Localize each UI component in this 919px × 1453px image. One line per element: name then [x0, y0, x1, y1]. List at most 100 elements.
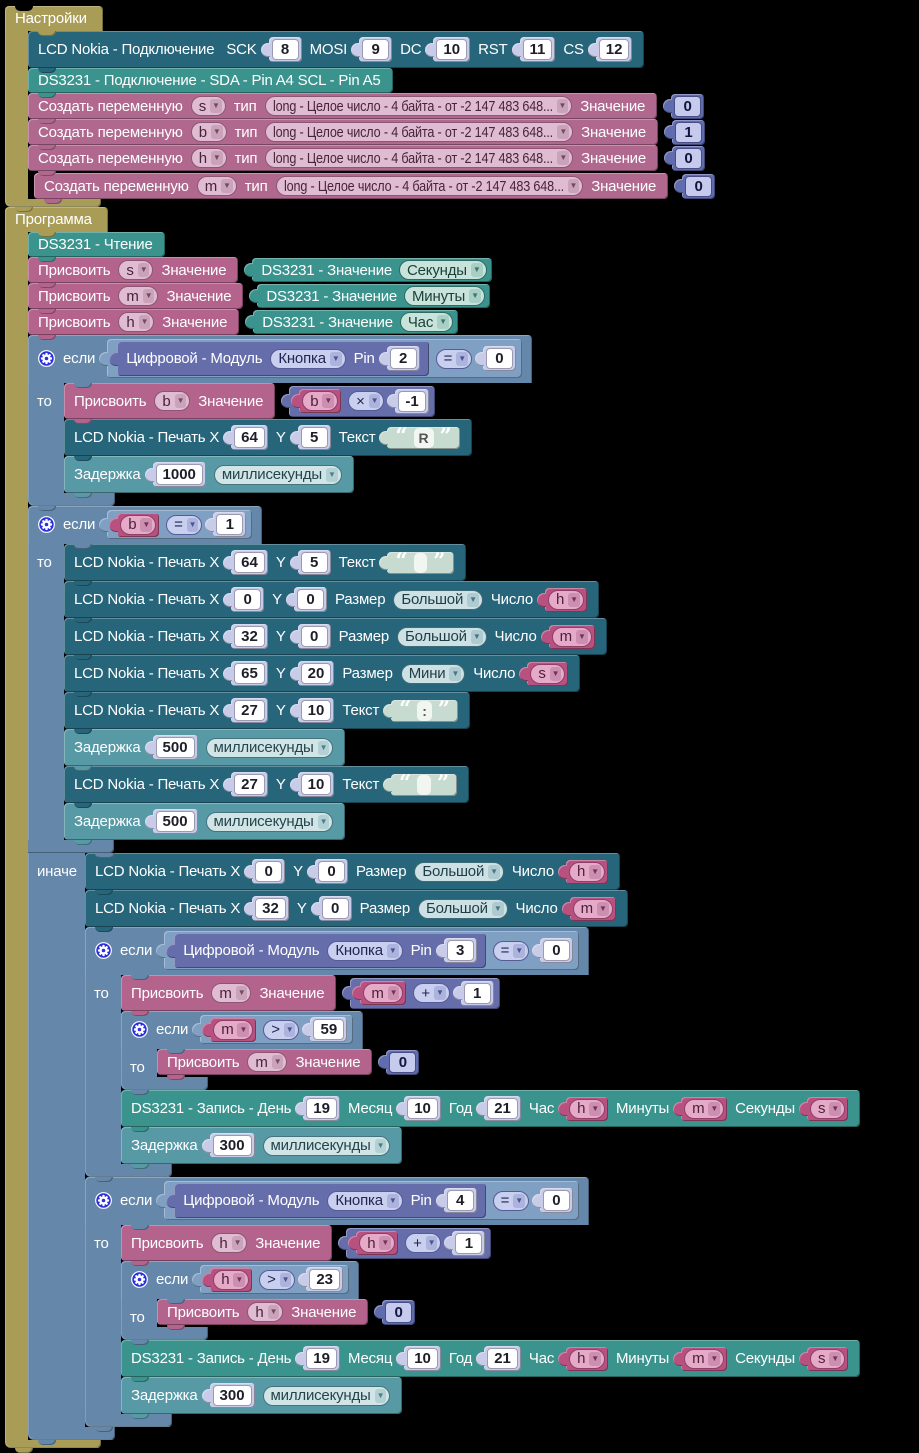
number-shadow-block[interactable]: 32	[223, 624, 268, 649]
field-dropdown[interactable]: b ▼	[190, 122, 227, 142]
string-block[interactable]: “ ”	[383, 772, 458, 796]
create-variable-block[interactable]: Создать переменную m ▼ тип long - Целое числ…	[34, 173, 716, 204]
field-dropdown[interactable]: h ▼	[211, 1233, 248, 1253]
number-block[interactable]: 0	[664, 145, 705, 171]
field-dropdown[interactable]: h ▼	[190, 148, 227, 168]
variable-dropdown[interactable]: h ▼	[569, 1348, 606, 1369]
variable-chip-block[interactable]: h ▼	[348, 1231, 399, 1255]
field-dropdown[interactable]: Большой ▼	[414, 861, 504, 882]
lcd-print-block[interactable]: LCD Nokia - Печать X 32 Y 0 Размер Большой ▼ Чи…	[64, 618, 607, 660]
number-shadow-block[interactable]: 1	[452, 980, 494, 1006]
number-field[interactable]: 0	[542, 1190, 570, 1211]
operator-dropdown[interactable]: > ▼	[263, 1019, 300, 1040]
number-field[interactable]: 0	[300, 626, 328, 647]
number-shadow-block[interactable]: 10	[289, 772, 335, 797]
field-dropdown[interactable]: b ▼	[154, 391, 191, 411]
number-shadow-block[interactable]: 10	[396, 1346, 441, 1371]
compare-block[interactable]: b ▼ = ▼ 1	[99, 510, 253, 539]
settings-wrapper-block[interactable]: Настройки LCD Nokia - Подключение SCK 8 MOS…	[5, 6, 716, 212]
number-field[interactable]: 19	[306, 1348, 337, 1369]
number-shadow-block[interactable]: 27	[223, 772, 268, 797]
variable-dropdown[interactable]: s ▼	[530, 663, 566, 684]
lcd-print-block[interactable]: LCD Nokia - Печать X 0 Y 0 Размер Большой ▼ Чис…	[85, 853, 620, 895]
number-shadow-block[interactable]: 1000	[144, 462, 206, 487]
number-field[interactable]: 21	[487, 1348, 518, 1369]
variable-chip-block[interactable]: m ▼	[561, 896, 616, 921]
number-field[interactable]: 11	[522, 39, 553, 60]
variable-chip-block[interactable]: h ▼	[558, 1346, 609, 1371]
number-block[interactable]: 1	[664, 119, 705, 145]
delay-block[interactable]: Задержка 500 миллисекунды ▼	[64, 803, 346, 845]
block-body[interactable]: Присвоить h ▼ Значение	[121, 1225, 333, 1266]
lcd-print-block[interactable]: LCD Nokia - Печать X 64 Y 5 Текст “ ”	[64, 544, 466, 586]
variable-dropdown[interactable]: m ▼	[684, 1348, 725, 1369]
number-field[interactable]: 65	[234, 663, 265, 684]
number-field[interactable]: 10	[300, 700, 332, 721]
if-header[interactable]: если Цифровой - Модуль Кнопка ▼ Pin 3 = ▼ 0	[85, 927, 589, 975]
number-field[interactable]: 9	[362, 39, 390, 60]
if-button-pin4-block[interactable]: если Цифровой - Модуль Кнопка ▼ Pin 4 = ▼ 0 то При…	[85, 1177, 860, 1432]
number-shadow-block[interactable]: 20	[289, 661, 335, 686]
delay-block[interactable]: Задержка 300 миллисекунды ▼	[121, 1127, 403, 1169]
operator-dropdown[interactable]: + ▼	[413, 983, 450, 1003]
number-field[interactable]: 0	[685, 175, 713, 197]
math-operation-block[interactable]: b ▼ × ▼ -1	[281, 385, 435, 417]
if-h-over-23-block[interactable]: если h ▼ > ▼ 23 то Присвоить h ▼ Значение 0	[121, 1261, 416, 1345]
number-field[interactable]: 0	[321, 898, 349, 919]
number-field[interactable]: 10	[436, 39, 468, 60]
program-wrapper-block[interactable]: Программа DS3231 - Чтение Присвоить s ▼ Значе…	[5, 207, 860, 1453]
variable-dropdown[interactable]: s ▼	[809, 1348, 845, 1369]
number-shadow-block[interactable]: 65	[223, 661, 268, 686]
wrapper-header[interactable]: Программа	[5, 207, 108, 232]
compare-block[interactable]: h ▼ > ▼ 23	[192, 1265, 350, 1294]
number-shadow-block[interactable]: 300	[201, 1383, 255, 1408]
number-field[interactable]: 0	[255, 861, 283, 882]
number-field[interactable]: 0	[542, 940, 570, 961]
variable-chip-block[interactable]: m ▼	[540, 624, 595, 649]
if-button-pin3-block[interactable]: если Цифровой - Модуль Кнопка ▼ Pin 3 = ▼ 0 то При…	[85, 927, 860, 1182]
lcd-print-block[interactable]: LCD Nokia - Печать X 65 Y 20 Размер Мини ▼ Числ…	[64, 655, 581, 697]
variable-chip-block[interactable]: b ▼	[109, 512, 160, 537]
variable-chip-block[interactable]: m ▼	[673, 1096, 728, 1121]
field-dropdown[interactable]: s ▼	[118, 260, 154, 280]
assign-variable-block[interactable]: Присвоить s ▼ Значение DS3231 - Значение Секу…	[28, 257, 492, 288]
number-field[interactable]: 0	[675, 147, 702, 169]
number-shadow-block[interactable]: 32	[244, 896, 289, 921]
variable-dropdown[interactable]: h ▼	[569, 1098, 606, 1119]
number-shadow-block[interactable]: 500	[144, 735, 198, 760]
text-field[interactable]	[413, 552, 428, 573]
if-b-equals-1-block[interactable]: если b ▼ = ▼ 1 то LCD Nokia - Печать X 64 Y 5 Текст…	[28, 506, 860, 1445]
number-field[interactable]: 1	[455, 1232, 483, 1254]
number-block[interactable]: 0	[378, 1049, 420, 1075]
number-field[interactable]: 300	[212, 1385, 252, 1406]
number-shadow-block[interactable]: 12	[587, 37, 633, 62]
value-dropdown[interactable]: Секунды ▼	[399, 260, 487, 280]
field-dropdown[interactable]: m ▼	[196, 176, 237, 196]
number-shadow-block[interactable]: 0	[285, 587, 327, 612]
variable-chip-block[interactable]: s ▼	[798, 1096, 848, 1121]
number-field[interactable]: 300	[212, 1135, 252, 1156]
field-dropdown[interactable]: h ▼	[247, 1302, 284, 1322]
if-header[interactable]: если m ▼ > ▼ 59	[121, 1011, 364, 1049]
number-field[interactable]: 500	[155, 811, 195, 832]
variable-dropdown[interactable]: h ▼	[359, 1233, 396, 1253]
number-field[interactable]: 0	[485, 348, 513, 369]
string-block[interactable]: “R”	[379, 425, 460, 449]
field-dropdown[interactable]: миллисекунды ▼	[262, 1135, 391, 1156]
operator-dropdown[interactable]: > ▼	[259, 1269, 296, 1290]
number-shadow-block[interactable]: 59	[302, 1017, 348, 1042]
number-field[interactable]: 0	[385, 1301, 413, 1323]
number-field[interactable]: 0	[317, 861, 345, 882]
assign-variable-block[interactable]: Присвоить m ▼ Значение 0	[157, 1049, 420, 1080]
number-shadow-block[interactable]: 2	[378, 346, 420, 371]
math-operation-block[interactable]: m ▼ + ▼ 1	[342, 977, 500, 1009]
operator-dropdown[interactable]: = ▼	[492, 940, 529, 961]
number-field[interactable]: 10	[407, 1098, 438, 1119]
variable-dropdown[interactable]: m ▼	[684, 1098, 725, 1119]
field-dropdown[interactable]: миллисекунды ▼	[213, 464, 342, 485]
number-field[interactable]: 5	[300, 552, 328, 573]
assign-variable-block[interactable]: Присвоить h ▼ Значение DS3231 - Значение Час ▼	[28, 309, 458, 340]
operator-dropdown[interactable]: = ▼	[492, 1190, 529, 1211]
number-shadow-block[interactable]: 4	[435, 1188, 477, 1213]
wrapper-header[interactable]: Настройки	[5, 6, 103, 31]
